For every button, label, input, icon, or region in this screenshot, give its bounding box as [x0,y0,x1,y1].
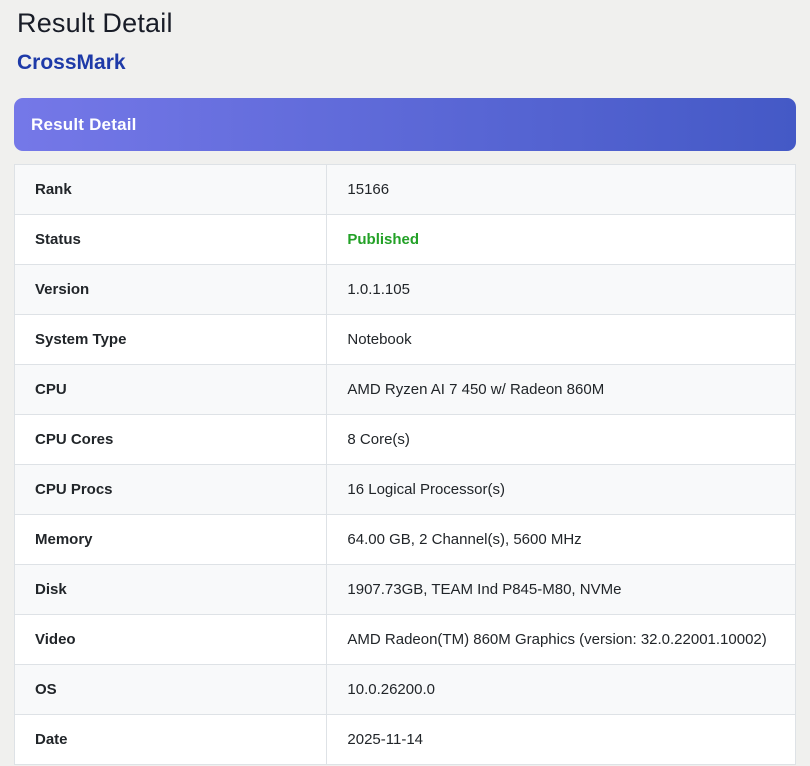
row-value: 16 Logical Processor(s) [326,464,796,515]
row-value: Notebook [326,314,796,365]
row-label: CPU Procs [13,464,328,515]
row-label: CPU [13,364,328,415]
row-value: 1907.73GB, TEAM Ind P845-M80, NVMe [326,564,796,615]
row-label: Video [13,614,328,665]
section-header-banner: Result Detail [14,98,796,151]
row-label: System Type [13,314,328,365]
result-detail-table: Rank 15166 Status Published Version 1.0.1.105… [13,164,796,765]
row-value: 1.0.1.105 [326,264,796,315]
table-row: CPU AMD Ryzen AI 7 450 w/ Radeon 860M [13,364,796,415]
row-value: 8 Core(s) [326,414,796,465]
row-value: 64.00 GB, 2 Channel(s), 5600 MHz [326,514,796,565]
table-row: Memory 64.00 GB, 2 Channel(s), 5600 MHz [13,514,796,565]
row-label: Rank [13,164,328,215]
table-row: Version 1.0.1.105 [13,264,796,315]
row-label: Memory [13,514,328,565]
row-value: AMD Ryzen AI 7 450 w/ Radeon 860M [326,364,796,415]
row-value: 2025-11-14 [326,714,796,765]
table-row: OS 10.0.26200.0 [13,664,796,715]
row-label: CPU Cores [13,414,328,465]
row-label: OS [13,664,328,715]
page-title: Result Detail [17,8,173,38]
row-label: Disk [13,564,328,615]
table-row: CPU Procs 16 Logical Processor(s) [13,464,796,515]
row-label: Version [13,264,328,315]
table-row: System Type Notebook [13,314,796,365]
row-label: Status [13,214,328,265]
table-row: Video AMD Radeon(TM) 860M Graphics (versi… [13,614,796,665]
table-row: Disk 1907.73GB, TEAM Ind P845-M80, NVMe [13,564,796,615]
table-row: Rank 15166 [13,164,796,215]
row-value: 10.0.26200.0 [326,664,796,715]
row-value: AMD Radeon(TM) 860M Graphics (version: 3… [326,614,796,665]
table-row: CPU Cores 8 Core(s) [13,414,796,465]
result-table-body: Rank 15166 Status Published Version 1.0.1.105… [13,164,796,765]
section-header-title: Result Detail [31,114,137,134]
row-label: Date [13,714,328,765]
benchmark-link[interactable]: CrossMark [17,51,126,74]
table-row: Status Published [13,214,796,265]
row-value: 15166 [326,164,796,215]
table-row: Date 2025-11-14 [13,714,796,765]
row-value: Published [326,214,796,265]
